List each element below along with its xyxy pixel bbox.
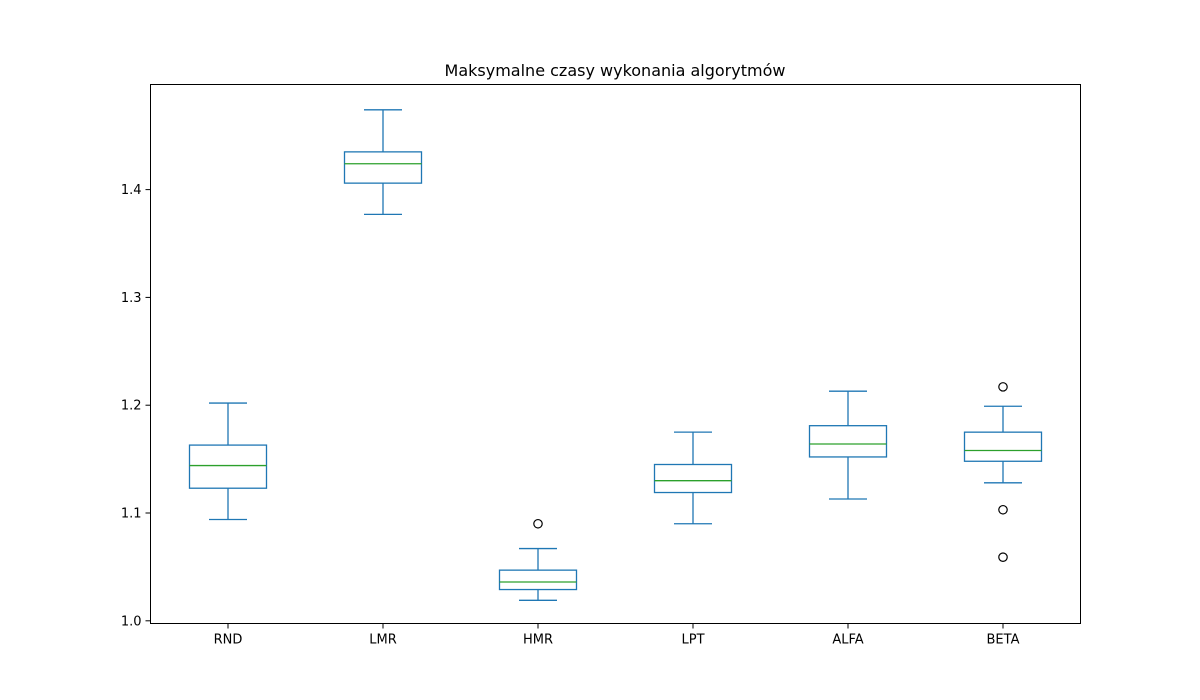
box-group-hmr <box>498 518 578 601</box>
outlier-point <box>998 382 1008 392</box>
y-tick-label: 1.4 <box>121 183 142 198</box>
chart-title: Maksymalne czasy wykonania algorytmów <box>445 61 786 80</box>
plot-frame <box>150 84 1081 624</box>
box-iqr <box>808 425 888 458</box>
box-group-beta <box>963 382 1043 563</box>
x-tick-label: LMR <box>369 633 397 648</box>
box-iqr <box>188 444 268 489</box>
y-tick-label: 1.3 <box>121 291 142 306</box>
axis-layer: RND LMR HMR LPT ALFA BETA 1.0 1.1 1.2 1.3 1.4 <box>121 183 1020 647</box>
box-group-rnd <box>188 402 268 521</box>
plot-layer <box>188 109 1043 601</box>
outlier-point <box>998 504 1008 515</box>
box-iqr <box>343 151 423 184</box>
x-tick-label: BETA <box>987 633 1020 648</box>
y-tick-label: 1.0 <box>121 614 142 629</box>
x-tick-label: RND <box>214 633 243 648</box>
box-group-alfa <box>808 390 888 500</box>
y-tick-label: 1.1 <box>121 507 142 522</box>
x-tick-label: ALFA <box>832 633 863 648</box>
x-tick-label: HMR <box>523 633 553 648</box>
box-group-lpt <box>653 431 733 525</box>
outlier-point <box>533 518 543 529</box>
box-iqr <box>653 463 733 494</box>
y-tick-label: 1.2 <box>121 399 142 414</box>
box-group-lmr <box>343 109 423 216</box>
box-iqr <box>963 431 1043 462</box>
box-iqr <box>498 569 578 591</box>
outlier-point <box>998 552 1008 563</box>
x-tick-label: LPT <box>681 633 704 648</box>
